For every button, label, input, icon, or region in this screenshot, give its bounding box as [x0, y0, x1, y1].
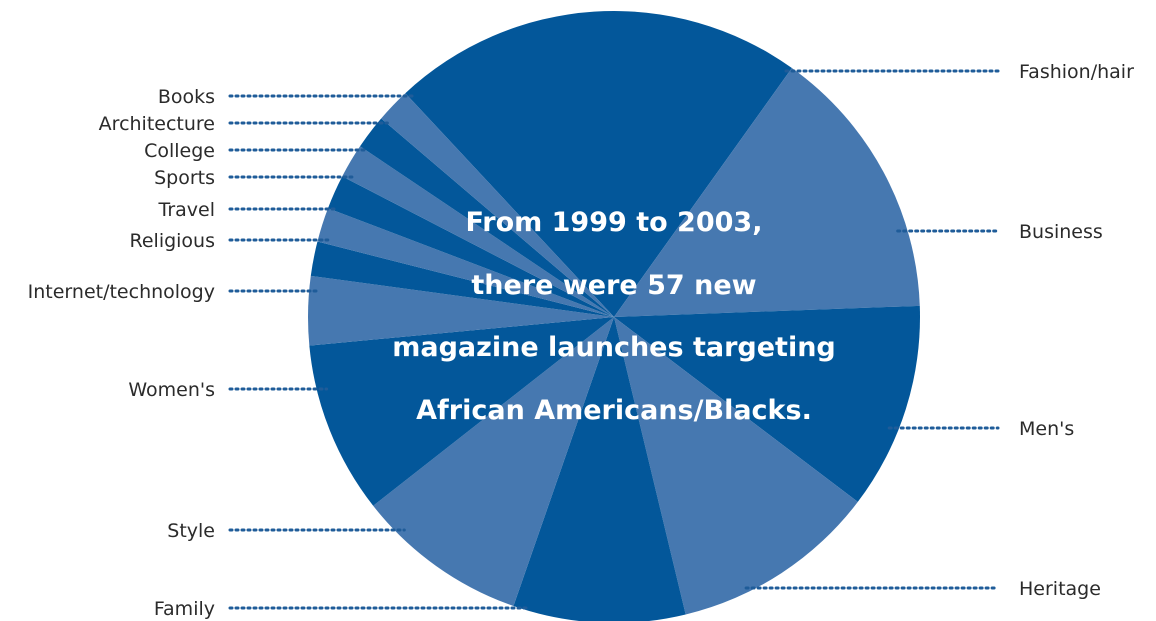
pie-slice-family: [513, 317, 686, 621]
slice-label-fashion-hair: Fashion/hair: [1019, 61, 1134, 83]
pie-slice-business: [614, 68, 920, 318]
pie-slice-sports: [327, 176, 614, 317]
pie-slice-men-s: [614, 305, 921, 502]
slice-label-women-s: Women's: [128, 379, 215, 401]
pie-slice-internet-technology: [308, 275, 614, 346]
annotation-line-4: African Americans/Blacks.: [416, 395, 812, 426]
slice-label-men-s: Men's: [1019, 418, 1074, 440]
pie-slice-style: [373, 317, 614, 607]
pie-slice-architecture: [360, 118, 614, 317]
slice-label-religious: Religious: [130, 230, 216, 252]
pie-slice-heritage: [614, 317, 858, 615]
slice-label-style: Style: [167, 520, 215, 542]
slice-label-heritage: Heritage: [1019, 578, 1101, 600]
pie-slice-travel: [317, 208, 614, 317]
slices-layer: [308, 11, 921, 621]
annotation-line-3: magazine launches targeting: [392, 332, 836, 363]
slice-label-architecture: Architecture: [99, 113, 215, 135]
annotation-line-2: there were 57 new: [471, 270, 756, 301]
pie-slice-religious: [310, 241, 614, 317]
center-annotation: From 1999 to 2003, there were 57 new mag…: [392, 207, 836, 426]
slice-label-books: Books: [158, 86, 215, 108]
annotation-line-1: From 1999 to 2003,: [466, 207, 763, 238]
slice-label-travel: Travel: [158, 199, 215, 221]
pie-slice-fashion-hair: [405, 11, 792, 318]
pie-slice-college: [342, 146, 614, 317]
slice-label-sports: Sports: [154, 167, 215, 189]
slice-label-college: College: [144, 140, 215, 162]
slice-label-business: Business: [1019, 221, 1103, 243]
slice-label-family: Family: [154, 598, 215, 620]
pie-slice-women-s: [309, 317, 614, 506]
pie-slice-books: [381, 93, 614, 318]
leaders-layer: [228, 69, 1000, 610]
labels-layer: Fashion/hair Business Men's Heritage Family S…: [28, 61, 1134, 620]
slice-label-internet-technology: Internet/technology: [28, 281, 215, 303]
